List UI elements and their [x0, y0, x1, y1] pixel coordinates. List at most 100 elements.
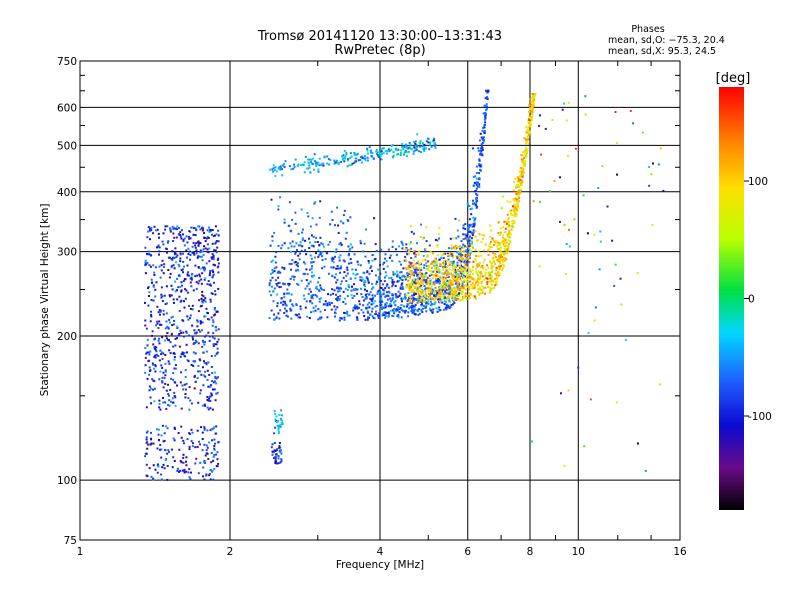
- ionogram-point: [420, 284, 423, 287]
- ionogram-point: [168, 399, 171, 402]
- ionogram-point: [456, 276, 459, 278]
- ionogram-point: [533, 94, 536, 97]
- ionogram-point: [280, 458, 283, 461]
- ionogram-point: [215, 352, 218, 355]
- ionogram-point: [366, 303, 369, 306]
- ionogram-point: [482, 138, 485, 141]
- ionogram-point: [392, 156, 394, 159]
- ionogram-point: [401, 279, 404, 282]
- ionogram-point: [418, 250, 421, 253]
- ionogram-point: [206, 250, 209, 253]
- ionogram-point: [404, 258, 407, 261]
- ionogram-point: [213, 314, 216, 317]
- ionogram-point: [215, 392, 218, 395]
- ionogram-point: [166, 332, 169, 334]
- ionogram-point: [284, 304, 287, 306]
- ionogram-point: [371, 282, 374, 285]
- ionogram-point: [381, 153, 384, 155]
- ionogram-point: [354, 289, 356, 291]
- ionogram-point: [381, 283, 384, 286]
- ionogram-point: [197, 242, 200, 245]
- ionogram-point: [148, 353, 151, 356]
- ionogram-point: [156, 246, 158, 249]
- ionogram-point: [160, 264, 163, 267]
- ionogram-point: [452, 237, 455, 240]
- ionogram-point: [462, 224, 465, 227]
- ionogram-point: [434, 302, 436, 305]
- ionogram-point: [317, 249, 320, 252]
- ionogram-point: [155, 353, 158, 356]
- ionogram-point: [410, 273, 413, 276]
- ionogram-point: [297, 316, 300, 319]
- ionogram-point: [161, 376, 164, 379]
- ionogram-point: [171, 324, 174, 327]
- ionogram-point: [440, 290, 443, 293]
- ionogram-point: [301, 231, 304, 234]
- ionogram-point: [487, 273, 490, 276]
- ionogram-point: [492, 259, 495, 262]
- ionogram-point: [356, 316, 359, 319]
- ionogram-point: [417, 267, 420, 270]
- ionogram-point: [446, 252, 449, 255]
- ionogram-point: [192, 233, 195, 236]
- ionogram-point: [212, 263, 215, 266]
- ionogram-point: [375, 153, 378, 155]
- ionogram-point: [379, 152, 382, 155]
- ionogram-point: [490, 282, 493, 285]
- ionogram-point: [186, 256, 188, 259]
- ionogram-point: [213, 249, 216, 252]
- ionogram-point: [342, 214, 345, 217]
- ionogram-point: [366, 318, 369, 321]
- ionogram-point: [337, 296, 340, 298]
- ionogram-point: [342, 259, 345, 262]
- ionogram-point: [339, 220, 342, 223]
- ionogram-point: [357, 159, 360, 162]
- ionogram-point: [456, 287, 459, 290]
- ionogram-point: [347, 245, 350, 248]
- ionogram-point: [169, 341, 172, 344]
- ionogram-point: [503, 231, 506, 234]
- ionogram-point: [296, 165, 299, 167]
- ionogram-point: [201, 290, 204, 293]
- ionogram-point: [380, 149, 383, 152]
- ionogram-point: [173, 227, 176, 230]
- ionogram-point: [182, 388, 185, 391]
- ionogram-point: [430, 291, 433, 293]
- ionogram-point: [452, 265, 455, 268]
- ionogram-point: [434, 146, 437, 149]
- ionogram-point: [449, 272, 452, 275]
- ionogram-point: [176, 325, 179, 328]
- ionogram-point: [448, 295, 451, 298]
- ionogram-point: [158, 359, 161, 362]
- ionogram-point: [466, 278, 469, 281]
- ionogram-point: [478, 270, 481, 273]
- ionogram-point: [292, 275, 295, 278]
- ionogram-point: [179, 355, 182, 358]
- ionogram-point: [381, 314, 384, 317]
- ionogram-point: [187, 397, 190, 400]
- ionogram-point: [162, 309, 165, 312]
- ionogram-point: [498, 234, 501, 236]
- ionogram-point: [445, 271, 448, 274]
- ionogram-point: [488, 248, 491, 251]
- ionogram-point: [472, 147, 475, 150]
- ionogram-point: [521, 160, 524, 163]
- ionogram-point: [417, 271, 420, 274]
- ionogram-point: [275, 462, 278, 465]
- ionogram-point: [290, 317, 293, 320]
- ionogram-point: [415, 285, 417, 288]
- ionogram-point: [461, 246, 464, 249]
- ionogram-point: [459, 276, 461, 279]
- ionogram-point: [523, 137, 526, 140]
- ionogram-point: [412, 250, 415, 253]
- ionogram-point: [273, 267, 276, 270]
- ionogram-point: [378, 288, 381, 291]
- ionogram-point: [403, 259, 406, 262]
- ionogram-point: [172, 401, 175, 404]
- ionogram-point: [490, 271, 493, 274]
- ionogram-point: [387, 148, 390, 151]
- ionogram-point: [190, 440, 193, 443]
- ionogram-point: [311, 271, 313, 274]
- ionogram-point: [479, 163, 482, 166]
- ionogram-point: [215, 233, 218, 236]
